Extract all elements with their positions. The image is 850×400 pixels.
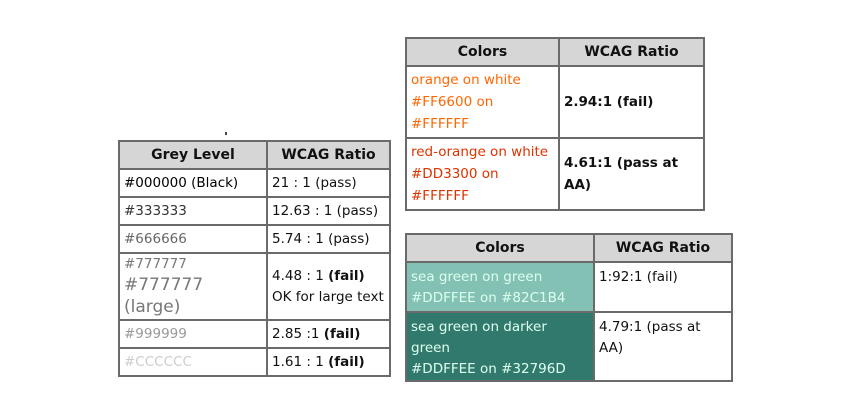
table-header-row: Colors WCAG Ratio [405,233,733,263]
header-grey-level: Grey Level [118,140,268,170]
color-ratio: 4.61:1 (pass at AA) [558,137,705,211]
grey-label-normal: #777777 [124,256,187,272]
color-ratio: 2.94:1 (fail) [558,65,705,139]
table-row: red-orange on white #DD3300 on #FFFFFF 4… [405,137,705,211]
grey-label: #666666 [118,224,268,254]
ratio-status: (fail) [328,267,365,284]
color-hex-pair: #DDFFEE on #32796D [411,361,566,377]
table-row: #CCCCCC 1.61 : 1 (fail) [118,347,391,377]
orange-colors-table: Colors WCAG Ratio orange on white #FF660… [405,37,705,211]
header-wcag-ratio: WCAG Ratio [558,37,705,67]
color-hex-pair: #DDFFEE on #82C1B4 [411,290,566,306]
ratio-value: 4.48 : 1 [272,267,329,284]
grey-label-large: #777777 (large) [124,275,204,317]
color-sample: orange on white #FF6600 on #FFFFFF [405,65,560,139]
grey-label: #CCCCCC [118,347,268,377]
table-row: #666666 5.74 : 1 (pass) [118,224,391,254]
header-colors: Colors [405,37,560,67]
table-row: #333333 12.63 : 1 (pass) [118,196,391,226]
color-description: sea green on green [411,269,543,285]
color-description: red-orange on white [411,144,549,160]
color-hex-pair: #FF6600 on #FFFFFF [411,94,494,132]
tick-mark [225,132,227,135]
grey-label: #333333 [118,196,268,226]
grey-ratio: 2.85 :1 (fail) [266,319,391,349]
grey-ratio: 21 : 1 (pass) [266,168,391,198]
table-header-row: Grey Level WCAG Ratio [118,140,391,170]
grey-ratio: 4.48 : 1 (fail) OK for large text [266,252,391,321]
grey-level-table: Grey Level WCAG Ratio #000000 (Black) 21… [118,140,391,377]
grey-ratio: 1.61 : 1 (fail) [266,347,391,377]
color-hex-pair: #DD3300 on #FFFFFF [411,166,499,204]
color-description: orange on white [411,72,521,88]
table-header-row: Colors WCAG Ratio [405,37,705,67]
color-sample: sea green on green #DDFFEE on #82C1B4 [405,261,595,313]
grey-ratio: 5.74 : 1 (pass) [266,224,391,254]
grey-ratio: 12.63 : 1 (pass) [266,196,391,226]
header-wcag-ratio: WCAG Ratio [266,140,391,170]
color-ratio: 1:92:1 (fail) [593,261,733,313]
table-row: #777777 #777777 (large) 4.48 : 1 (fail) … [118,252,391,321]
header-wcag-ratio: WCAG Ratio [593,233,733,263]
grey-label: #000000 (Black) [118,168,268,198]
grey-label: #999999 [118,319,268,349]
ratio-value: 1.61 : 1 [272,354,329,370]
ratio-status: (fail) [328,354,365,370]
table-row: sea green on darker green #DDFFEE on #32… [405,311,733,382]
table-row: #999999 2.85 :1 (fail) [118,319,391,349]
ratio-note: OK for large text [272,288,384,305]
table-row: orange on white #FF6600 on #FFFFFF 2.94:… [405,65,705,139]
header-colors: Colors [405,233,595,263]
table-row: sea green on green #DDFFEE on #82C1B4 1:… [405,261,733,313]
table-row: #000000 (Black) 21 : 1 (pass) [118,168,391,198]
color-sample: sea green on darker green #DDFFEE on #32… [405,311,595,382]
color-ratio: 4.79:1 (pass at AA) [593,311,733,382]
ratio-status: (fail) [323,326,361,342]
color-sample: red-orange on white #DD3300 on #FFFFFF [405,137,560,211]
grey-label: #777777 #777777 (large) [118,252,268,321]
green-colors-table: Colors WCAG Ratio sea green on green #DD… [405,233,733,382]
ratio-value: 2.85 :1 [272,326,324,342]
color-description: sea green on darker green [411,319,547,356]
